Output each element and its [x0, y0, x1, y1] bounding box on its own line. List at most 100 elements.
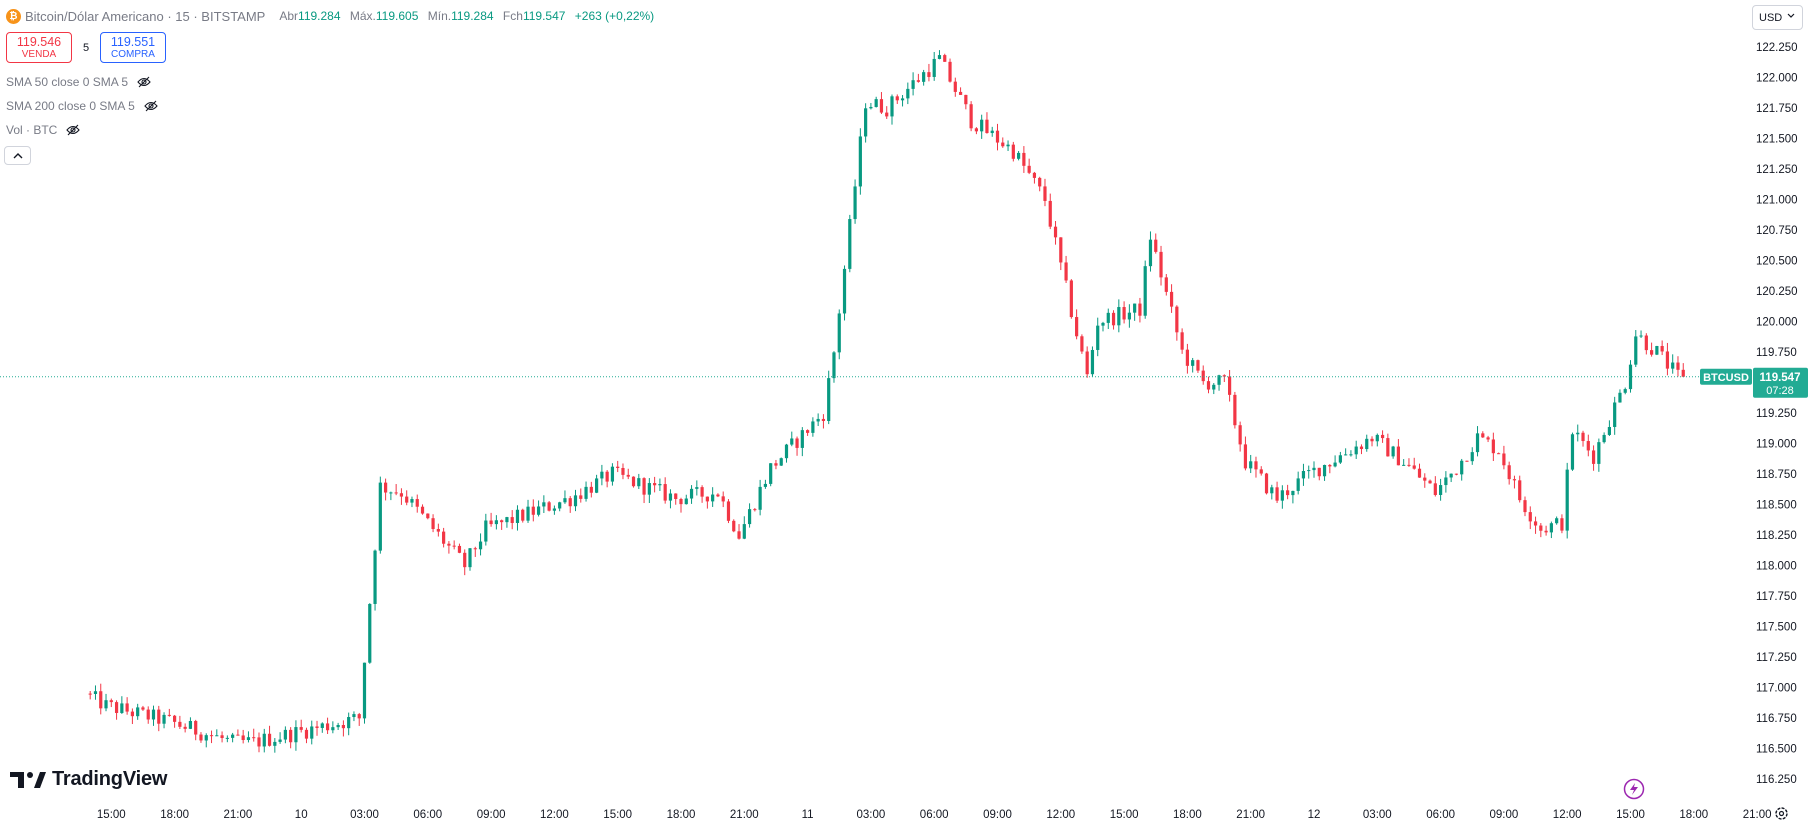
candle-body[interactable] [711, 494, 715, 502]
candle-body[interactable] [1191, 360, 1195, 366]
candle-body[interactable] [689, 488, 694, 499]
candle-body[interactable] [436, 529, 440, 532]
candle-body[interactable] [1628, 364, 1633, 390]
candle-body[interactable] [679, 499, 683, 505]
candle-body[interactable] [600, 471, 604, 479]
candle-body[interactable] [93, 691, 98, 694]
candle-body[interactable] [1502, 453, 1506, 466]
candle-body[interactable] [927, 72, 931, 77]
candle-body[interactable] [1481, 433, 1485, 438]
candle-body[interactable] [252, 737, 256, 739]
candle-body[interactable] [1106, 312, 1110, 323]
candle-body[interactable] [1006, 144, 1010, 147]
candle-body[interactable] [1001, 142, 1005, 147]
candle-body[interactable] [1154, 239, 1158, 252]
candle-body[interactable] [505, 517, 509, 523]
legend-sma-200[interactable]: SMA 200 close 0 SMA 5 [6, 99, 158, 113]
candle-body[interactable] [573, 495, 578, 507]
candle-body[interactable] [1417, 468, 1422, 478]
candle-body[interactable] [1676, 362, 1680, 370]
candle-body[interactable] [1169, 291, 1174, 307]
candle-body[interactable] [1354, 446, 1358, 455]
eye-hidden-icon[interactable] [144, 100, 158, 112]
candle-body[interactable] [800, 430, 804, 448]
candle-body[interactable] [858, 136, 862, 187]
candle-body[interactable] [167, 714, 171, 716]
candle-body[interactable] [1291, 490, 1295, 496]
candle-body[interactable] [821, 418, 826, 421]
currency-selector[interactable]: USD [1752, 5, 1803, 30]
candle-body[interactable] [1518, 480, 1522, 501]
candle-body[interactable] [595, 478, 599, 493]
candle-body[interactable] [674, 493, 678, 500]
candle-body[interactable] [1017, 152, 1021, 159]
candle-body[interactable] [1449, 473, 1453, 478]
candle-body[interactable] [452, 545, 456, 547]
candle-body[interactable] [848, 219, 852, 269]
candle-body[interactable] [974, 128, 978, 132]
candle-body[interactable] [547, 502, 551, 511]
candle-body[interactable] [262, 733, 266, 747]
candle-body[interactable] [1133, 303, 1137, 313]
candle-body[interactable] [1412, 465, 1416, 469]
candle-body[interactable] [199, 734, 203, 741]
candle-body[interactable] [1117, 307, 1121, 326]
candle-body[interactable] [1671, 362, 1675, 369]
candle-body[interactable] [188, 720, 193, 729]
candle-body[interactable] [869, 106, 873, 109]
candle-body[interactable] [151, 709, 156, 720]
candle-body[interactable] [526, 506, 530, 521]
candle-body[interactable] [236, 734, 240, 736]
candle-body[interactable] [194, 720, 198, 735]
candle-body[interactable] [1254, 461, 1258, 470]
candle-body[interactable] [267, 733, 272, 746]
candle-body[interactable] [1454, 473, 1459, 475]
candle-body[interactable] [616, 466, 620, 468]
candle-body[interactable] [1549, 523, 1553, 533]
candle-body[interactable] [1296, 478, 1300, 491]
buy-button[interactable]: 119.551 COMPRA [100, 32, 166, 63]
candle-body[interactable] [415, 499, 419, 507]
candle-body[interactable] [1038, 177, 1042, 187]
candle-body[interactable] [1428, 480, 1432, 484]
legend-sma-50[interactable]: SMA 50 close 0 SMA 5 [6, 75, 151, 89]
candle-body[interactable] [1565, 469, 1569, 531]
candle-body[interactable] [842, 268, 847, 314]
candle-body[interactable] [1512, 479, 1517, 481]
candle-body[interactable] [552, 508, 556, 511]
candle-body[interactable] [315, 726, 319, 728]
candle-body[interactable] [980, 119, 984, 132]
candle-body[interactable] [109, 700, 113, 703]
candle-body[interactable] [1270, 487, 1274, 494]
candle-body[interactable] [631, 476, 636, 487]
candle-body[interactable] [932, 58, 936, 77]
candle-body[interactable] [916, 80, 920, 82]
candle-body[interactable] [1233, 394, 1237, 426]
candle-body[interactable] [1655, 346, 1659, 355]
candle-body[interactable] [341, 724, 345, 729]
sell-button[interactable]: 119.546 VENDA [6, 32, 72, 63]
candle-body[interactable] [1470, 452, 1474, 462]
candle-body[interactable] [1222, 375, 1226, 377]
candle-body[interactable] [721, 496, 725, 502]
candle-body[interactable] [684, 498, 688, 505]
candle-body[interactable] [1338, 455, 1342, 463]
candle-body[interactable] [484, 520, 488, 542]
eye-hidden-icon[interactable] [66, 124, 81, 136]
candle-body[interactable] [1539, 525, 1543, 531]
candle-body[interactable] [837, 313, 841, 353]
candle-body[interactable] [88, 693, 92, 695]
candle-body[interactable] [563, 498, 567, 503]
candle-body[interactable] [478, 541, 483, 550]
candle-body[interactable] [225, 737, 229, 739]
candle-body[interactable] [1090, 349, 1095, 375]
candle-body[interactable] [1027, 165, 1031, 173]
candle-body[interactable] [816, 418, 820, 422]
gear-icon[interactable] [1774, 806, 1789, 821]
candle-body[interactable] [1048, 200, 1052, 227]
candle-body[interactable] [742, 524, 746, 539]
candle-body[interactable] [1175, 306, 1179, 333]
candle-body[interactable] [1623, 389, 1627, 393]
candle-body[interactable] [1423, 477, 1427, 481]
